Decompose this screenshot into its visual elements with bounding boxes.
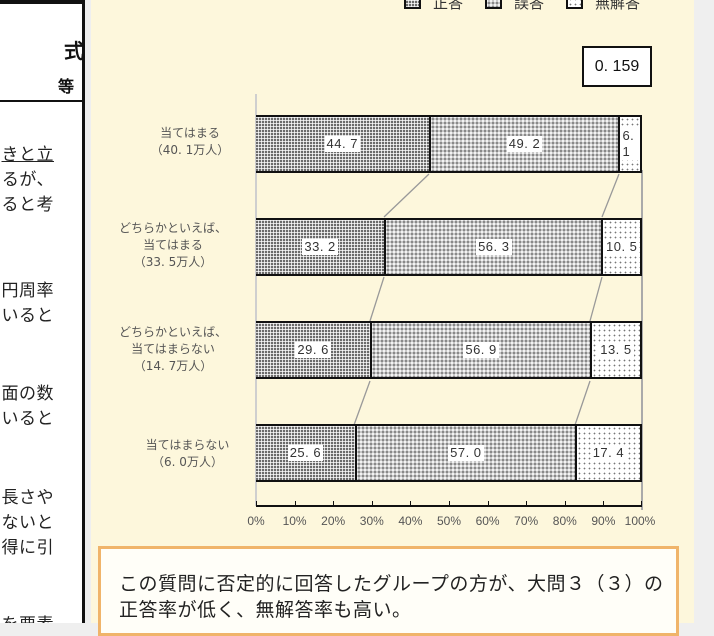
row-label-somewhat-agree: どちらかといえば、 当てはまる （33. 5万人） (108, 220, 238, 271)
x-tick-label: 50% (436, 514, 462, 528)
x-tick-label: 0% (247, 514, 265, 528)
row-label-line: 当てはまらない (131, 342, 215, 356)
top-rule (0, 0, 82, 4)
header-text-2: 等 (57, 77, 74, 96)
x-tick (449, 501, 450, 506)
row-label-somewhat-disagree: どちらかといえば、 当てはまらない （14. 7万人） (108, 324, 238, 375)
bar-value-label: 56. 9 (463, 342, 499, 358)
bar-value-label: 13. 5 (598, 342, 634, 358)
row-label-line: （40. 1万人） (150, 143, 230, 157)
left-text-line: 得に引 (1, 538, 54, 558)
x-tick-label: 40% (398, 514, 423, 528)
bar-segment-none: 17. 4 (574, 426, 642, 480)
x-tick (641, 501, 642, 506)
bar-segment-correct: 29. 6 (256, 323, 371, 377)
bar-value-label: 29. 6 (295, 342, 331, 358)
x-tick (603, 501, 605, 506)
row-label-line: （6. 0万人） (152, 455, 223, 469)
left-text-line: ないと (1, 513, 54, 533)
legend-swatch-wrong (485, 0, 503, 9)
bar-segment-wrong: 49. 2 (428, 117, 619, 171)
row-label-line: （14. 7万人） (133, 359, 213, 373)
x-tick-label: 60% (475, 514, 500, 528)
x-tick (410, 501, 412, 506)
left-text-line: 長さや (1, 488, 54, 508)
left-text-line: 面の数 (1, 384, 54, 404)
y-axis-line (255, 94, 257, 506)
bar-segment-wrong: 56. 9 (370, 323, 590, 377)
summary-note-box: この質問に否定的に回答したグループの方が、大問３（３）の正答率が低く、無解答率も… (98, 546, 679, 636)
bar-value-label: 57. 0 (448, 445, 484, 461)
x-tick-label: 30% (359, 514, 384, 528)
row-label-disagree: 当てはまらない （6. 0万人） (135, 437, 240, 471)
x-tick-label: 90% (591, 514, 616, 528)
bar-value-label: 56. 3 (476, 239, 512, 255)
x-tick-label: 100% (624, 514, 656, 528)
x-tick (487, 501, 489, 506)
row-label-line: どちらかといえば、 (118, 221, 227, 235)
bar-segment-correct: 25. 6 (256, 426, 355, 480)
left-text-line: きと立 (1, 145, 54, 165)
chart-panel (91, 0, 694, 623)
bar-segment-none: 13. 5 (589, 323, 642, 377)
bar-value-label: 49. 2 (506, 136, 543, 152)
legend-item-none: 無解答 (566, 0, 640, 13)
bar-value-label: 10. 5 (604, 239, 640, 255)
x-tick (294, 501, 296, 506)
bar-row-somewhat-agree: 33. 2 56. 3 10. 5 (256, 218, 642, 276)
right-axis-line (641, 170, 643, 510)
bar-segment-wrong: 57. 0 (354, 426, 575, 480)
left-text-line: いるが、 (0, 170, 54, 190)
legend-swatch-none (566, 0, 584, 9)
x-tick (526, 501, 528, 506)
correlation-value-box: 0. 159 (582, 46, 652, 87)
x-tick (564, 501, 566, 506)
bar-value-label: 17. 4 (590, 445, 627, 461)
bar-row-somewhat-disagree: 29. 6 56. 9 13. 5 (256, 321, 642, 379)
legend-swatch-correct (404, 0, 421, 9)
left-section-header: 式 等 (0, 5, 82, 102)
bar-segment-correct: 33. 2 (256, 220, 385, 274)
bar-value-label: 6. 1 (620, 128, 640, 160)
x-tick-label: 10% (282, 514, 307, 528)
x-tick (256, 501, 257, 506)
panel-gap (85, 0, 91, 623)
left-text-line: いると (1, 409, 54, 429)
bar-segment-correct: 44. 7 (256, 117, 429, 171)
legend-item-wrong: 誤答 (485, 0, 544, 13)
bar-segment-none: 10. 5 (601, 220, 642, 274)
row-label-line: （33. 5万人） (133, 255, 213, 269)
x-tick-label: 80% (552, 514, 577, 528)
bar-value-label: 25. 6 (287, 445, 324, 461)
bar-value-label: 33. 2 (302, 239, 338, 255)
bar-value-label: 44. 7 (324, 136, 360, 152)
row-label-line: 当てはまらない (145, 438, 230, 452)
left-text-line: ると考 (1, 195, 54, 215)
bar-segment-none: 6. 1 (618, 117, 642, 171)
bar-segment-wrong: 56. 3 (384, 220, 602, 274)
left-text-line: を要素 (2, 610, 55, 623)
x-tick (333, 501, 335, 506)
bar-row-agree: 44. 7 49. 2 6. 1 (256, 115, 642, 173)
legend-item-correct: 正答 (404, 0, 463, 13)
summary-note-text: この質問に否定的に回答したグループの方が、大問３（３）の正答率が低く、無解答率も… (119, 573, 664, 621)
row-label-line: 当てはまる (160, 126, 220, 140)
chart-legend: 正答 誤答 無解答 (404, 0, 662, 12)
x-tick-label: 70% (514, 514, 539, 528)
x-tick (371, 501, 373, 506)
x-axis (256, 501, 642, 507)
correlation-value: 0. 159 (594, 57, 640, 75)
legend-label: 無解答 (595, 0, 641, 12)
row-label-agree: 当てはまる （40. 1万人） (140, 125, 240, 159)
left-text-panel: 式 等 きと立 いるが、 ると考 円周率 いると 面の数 いると 長さや ないと… (0, 0, 85, 623)
left-text-line: いると (1, 306, 54, 326)
header-text-1: 式 (64, 39, 84, 63)
row-label-line: どちらかといえば、 (118, 325, 227, 339)
legend-label: 正答 (433, 0, 464, 12)
left-text-line: 円周率 (1, 281, 54, 301)
x-tick-label: 20% (321, 514, 346, 528)
bar-row-disagree: 25. 6 57. 0 17. 4 (256, 424, 642, 482)
legend-label: 誤答 (514, 0, 545, 12)
row-label-line: 当てはまる (143, 238, 203, 252)
